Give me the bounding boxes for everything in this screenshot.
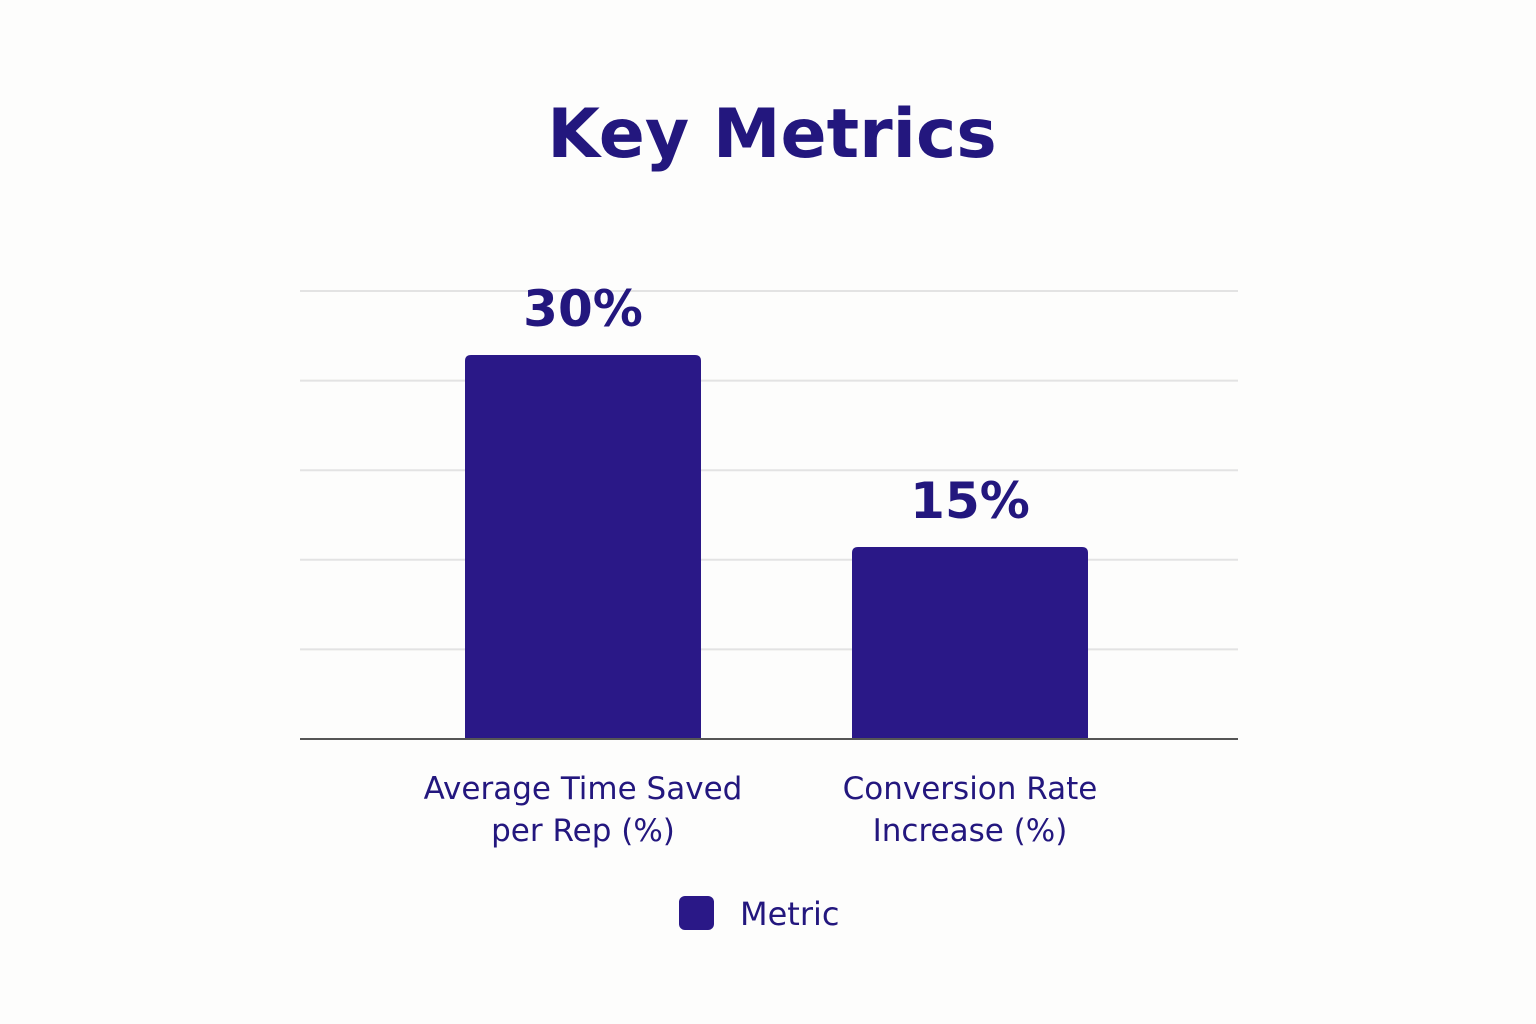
gridlines: [300, 290, 1238, 651]
data-label: 30%: [523, 280, 643, 338]
x-tick-label: Average Time Saved per Rep (%): [424, 771, 743, 849]
x-tick-label: Conversion Rate Increase (%): [843, 771, 1098, 849]
data-label: 15%: [910, 472, 1030, 530]
bars: [465, 355, 1088, 739]
x-tick-label-line: per Rep (%): [491, 813, 675, 849]
x-tick-label-line: Average Time Saved: [424, 771, 743, 807]
x-tick-label-line: Increase (%): [873, 813, 1068, 849]
bar: [852, 547, 1088, 739]
x-tick-label-line: Conversion Rate: [843, 771, 1098, 807]
bar: [465, 355, 701, 739]
data-labels: 30% 15%: [523, 280, 1030, 530]
x-tick-labels: Average Time Saved per Rep (%) Conversion …: [424, 771, 1098, 849]
chart-title: Key Metrics: [547, 95, 997, 174]
legend-label: Metric: [740, 895, 839, 933]
legend-swatch: [679, 896, 714, 930]
legend: Metric: [679, 895, 839, 933]
